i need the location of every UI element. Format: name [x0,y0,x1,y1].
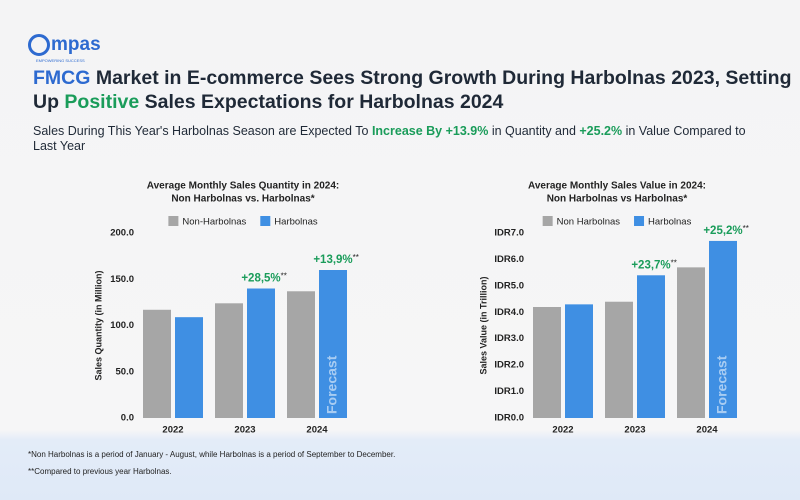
annotation: +25,2% [703,225,742,237]
x-tick-label: 2023 [624,425,645,436]
subheadline-part: Sales During This Year's Harbolnas Seaso… [33,124,372,138]
forecast-label: Forecast [714,355,730,414]
bar [677,267,705,418]
x-tick-label: 2022 [552,425,573,436]
chart-subtitle: Non Harbolnas vs Harbolnas* [547,194,688,205]
headline-part: Sales Expectations for Harbolnas 2024 [139,91,504,113]
bar [247,288,275,418]
legend-label: Non-Harbolnas [182,217,246,228]
legend-swatch [168,216,179,226]
bar [533,307,561,418]
bar [637,275,665,418]
x-tick-label: 2022 [162,425,183,436]
chart-title: Average Monthly Sales Quantity in 2024: [147,181,339,192]
forecast-label: Forecast [324,355,340,414]
y-tick-label: IDR6.0 [494,254,524,265]
annotation-note: ** [671,258,677,267]
bar [605,301,633,418]
y-tick-label: 100.0 [110,320,134,331]
y-axis-label: Sales Value (in Trillion) [478,276,488,374]
logo-text: mpas [51,34,101,55]
logo-tagline: EMPOWERING SUCCESS [36,58,85,63]
y-tick-label: IDR4.0 [494,307,524,318]
bar [175,317,203,418]
annotation-note: ** [353,253,359,262]
subheadline: Sales During This Year's Harbolnas Seaso… [33,124,753,154]
chart-title: Average Monthly Sales Value in 2024: [528,181,706,192]
subheadline-part: in Quantity and [488,124,580,138]
x-tick-label: 2024 [306,425,328,436]
y-tick-label: IDR7.0 [494,228,524,239]
x-tick-label: 2024 [696,425,718,436]
annotation: +23,7% [631,259,670,271]
y-tick-label: 50.0 [116,366,135,377]
y-tick-label: IDR2.0 [494,360,524,371]
y-tick-label: IDR1.0 [494,386,524,397]
legend-label: Non Harbolnas [557,217,621,228]
subheadline-part: +25.2% [579,124,623,138]
legend-swatch [542,216,553,226]
headline-part: Market in E-commerce Sees Strong Growth … [33,67,792,113]
bar [319,270,347,418]
y-tick-label: IDR3.0 [494,333,524,344]
footnote: **Compared to previous year Harbolnas. [28,467,172,476]
bar [215,303,243,418]
annotation: +28,5% [241,273,280,285]
legend-swatch [634,216,645,226]
y-tick-label: IDR5.0 [494,280,524,291]
legend-swatch [260,216,271,226]
headline-part: FMCG [33,67,91,89]
bar [565,304,593,418]
bar [709,240,737,418]
bar [143,309,171,418]
legend-label: Harbolnas [648,217,692,228]
chart-subtitle: Non Harbolnas vs. Harbolnas* [171,194,314,205]
footnote: *Non Harbolnas is a period of January - … [28,450,396,459]
subheadline-part: in Value Compared to Last Year [33,124,746,153]
y-axis-label: Sales Quantity (in Million) [93,270,103,380]
legend-label: Harbolnas [274,217,318,228]
headline: FMCG Market in E-commerce Sees Strong Gr… [33,66,793,114]
logo: mpas EMPOWERING SUCCESS [28,34,101,63]
annotation: +13,9% [313,254,352,266]
headline-part: Positive [64,91,140,113]
bar [287,291,315,418]
y-tick-label: IDR0.0 [494,413,524,424]
annotation-note: ** [281,272,287,281]
y-tick-label: 0.0 [121,413,134,424]
x-tick-label: 2023 [234,425,255,436]
subheadline-part: Increase By +13.9% [371,124,489,138]
y-tick-label: 200.0 [110,228,134,239]
logo-icon [28,34,50,56]
annotation-note: ** [743,224,749,233]
y-tick-label: 150.0 [110,274,134,285]
